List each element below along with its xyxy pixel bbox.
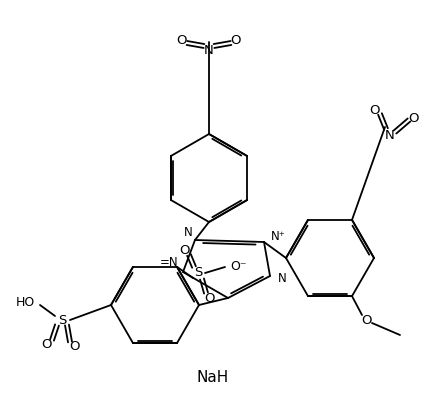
Text: O: O xyxy=(204,292,215,304)
Text: N: N xyxy=(384,129,394,141)
Text: O: O xyxy=(42,339,52,351)
Text: N: N xyxy=(204,44,213,56)
Text: O: O xyxy=(176,33,187,47)
Text: S: S xyxy=(58,314,66,326)
Text: =N: =N xyxy=(159,255,178,269)
Text: N: N xyxy=(277,272,286,285)
Text: NaH: NaH xyxy=(196,370,229,384)
Text: HO: HO xyxy=(16,295,35,309)
Text: S: S xyxy=(193,267,202,279)
Text: N: N xyxy=(183,227,192,239)
Text: N⁺: N⁺ xyxy=(271,229,285,243)
Text: O: O xyxy=(361,314,371,326)
Text: O: O xyxy=(69,340,80,353)
Text: O: O xyxy=(230,33,241,47)
Text: O: O xyxy=(369,103,380,117)
Text: O: O xyxy=(408,112,418,124)
Text: O: O xyxy=(179,243,190,257)
Text: O⁻: O⁻ xyxy=(230,260,246,274)
